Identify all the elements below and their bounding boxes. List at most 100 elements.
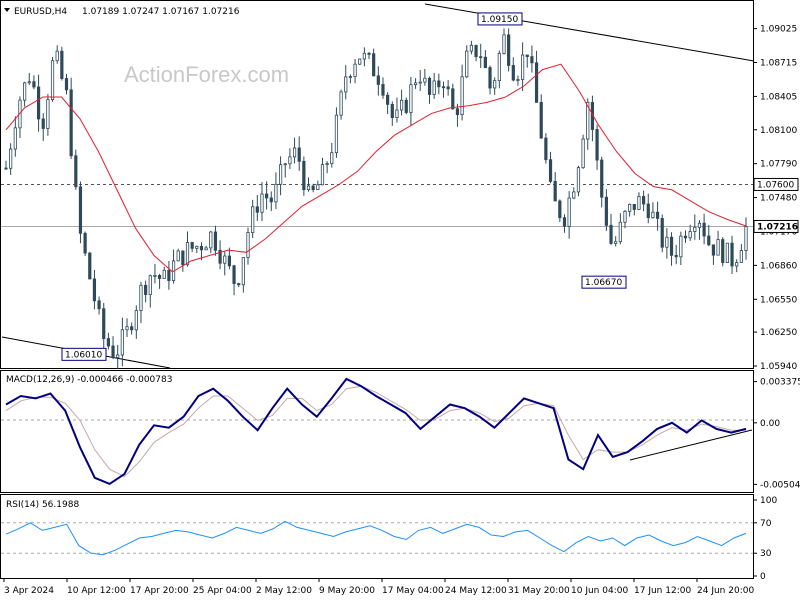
y-tick-label: 1.09025 bbox=[760, 25, 797, 35]
candle-body bbox=[130, 326, 134, 331]
candle-body bbox=[23, 82, 27, 101]
x-tick-label: 24 Jun 20:00 bbox=[697, 586, 754, 596]
candle-body bbox=[674, 254, 678, 258]
symbol-label: EURUSD,H4 bbox=[14, 7, 67, 17]
price-annotations: 1.09150 1.06010 1.06670 bbox=[61, 12, 627, 361]
candle-body bbox=[404, 99, 408, 113]
rsi-tick-label: 100 bbox=[760, 496, 777, 506]
candle-body bbox=[581, 138, 585, 169]
annotation-box bbox=[477, 12, 523, 26]
candle-body bbox=[618, 221, 622, 243]
candle-body bbox=[353, 63, 357, 77]
candle-body bbox=[167, 269, 171, 281]
candle-body bbox=[441, 86, 446, 89]
dropdown-arrow-icon[interactable] bbox=[4, 8, 10, 12]
price-y-axis: 1.09025 1.08715 1.08405 1.08100 1.07790 1.074… bbox=[753, 25, 797, 372]
macd-trendline bbox=[629, 429, 753, 461]
candle-body bbox=[595, 129, 599, 161]
candle-body bbox=[511, 65, 515, 81]
annotation-label: 1.06010 bbox=[65, 350, 102, 360]
candle-body bbox=[488, 67, 492, 89]
candle-body bbox=[204, 247, 208, 251]
candle-body bbox=[83, 232, 87, 254]
candle-body bbox=[427, 77, 432, 95]
candle-body bbox=[739, 250, 743, 263]
candle-body bbox=[362, 52, 366, 60]
candle-body bbox=[390, 103, 394, 119]
candle-body bbox=[548, 159, 553, 182]
candle-body bbox=[288, 156, 292, 165]
macd-y-axis: 0.003375 0.00 -0.00504 bbox=[753, 378, 800, 490]
candle-body bbox=[92, 278, 97, 302]
candle-body bbox=[213, 231, 218, 251]
candle-body bbox=[50, 60, 55, 100]
candle-body bbox=[572, 191, 576, 199]
candle-body bbox=[334, 114, 339, 154]
macd-line bbox=[5, 377, 747, 486]
candle-body bbox=[134, 310, 138, 331]
candle-body bbox=[600, 159, 604, 198]
x-tick-label: 2 May 12:00 bbox=[256, 586, 312, 596]
candle-body bbox=[493, 80, 497, 89]
candle-body bbox=[669, 236, 674, 256]
candle-body bbox=[655, 211, 660, 219]
candle-body bbox=[120, 329, 124, 356]
candle-body bbox=[679, 235, 683, 258]
rsi-panel bbox=[0, 494, 754, 579]
candle-body bbox=[111, 345, 115, 358]
y-tick-label: 1.06860 bbox=[760, 261, 797, 271]
candle-body bbox=[637, 196, 641, 210]
candle-body bbox=[190, 242, 194, 249]
candle-body bbox=[274, 183, 278, 203]
candle-body bbox=[539, 101, 543, 139]
candle-body bbox=[316, 184, 320, 190]
candle-body bbox=[64, 78, 69, 91]
candle-body bbox=[251, 206, 255, 233]
candle-body bbox=[36, 86, 41, 120]
candle-body bbox=[521, 54, 525, 80]
candle-body bbox=[683, 235, 688, 239]
x-tick-label: 10 Apr 12:00 bbox=[67, 586, 126, 596]
macd-panel bbox=[0, 370, 754, 493]
price-levels: 1.07600 1.07216 bbox=[1, 177, 799, 233]
candle-body bbox=[292, 147, 297, 158]
candle-body bbox=[437, 80, 441, 88]
candle-body bbox=[41, 118, 45, 129]
candle-body bbox=[255, 206, 259, 213]
candle-body bbox=[651, 211, 655, 219]
rsi-tick-label: 70 bbox=[760, 519, 772, 529]
candle-body bbox=[102, 308, 106, 339]
rsi-tick-label: 30 bbox=[760, 549, 772, 559]
rsi-line bbox=[5, 520, 747, 556]
candle-body bbox=[646, 203, 650, 219]
candle-body bbox=[232, 265, 236, 285]
candle-body bbox=[88, 252, 92, 280]
candle-body bbox=[469, 44, 474, 52]
candle-body bbox=[707, 235, 711, 246]
candle-body bbox=[348, 76, 353, 78]
candle-body bbox=[665, 236, 669, 248]
candle-body bbox=[725, 242, 729, 263]
candle-body bbox=[735, 262, 739, 267]
candle-body bbox=[623, 210, 627, 223]
candle-body bbox=[386, 94, 390, 105]
candle-body bbox=[702, 222, 706, 237]
y-tick-label: 1.06250 bbox=[760, 328, 797, 338]
candle-body bbox=[558, 200, 562, 219]
x-tick-label: 10 Jun 04:00 bbox=[571, 586, 628, 596]
candle-body bbox=[302, 160, 306, 191]
candle-body bbox=[525, 54, 529, 58]
candle-body bbox=[576, 167, 581, 193]
candle-body bbox=[567, 197, 571, 227]
candle-body bbox=[697, 222, 702, 228]
macd-tick-label: -0.00504 bbox=[760, 480, 800, 490]
candle-body bbox=[413, 82, 418, 86]
x-axis: 3 Apr 2024 10 Apr 12:00 17 Apr 20:00 25 Apr… bbox=[3, 578, 754, 596]
x-tick-label: 24 May 12:00 bbox=[445, 586, 507, 596]
candle-body bbox=[628, 203, 632, 212]
candle-body bbox=[13, 127, 17, 150]
candle-body bbox=[372, 53, 376, 77]
candle-body bbox=[465, 50, 469, 78]
annotation-label: 1.06670 bbox=[585, 278, 622, 288]
